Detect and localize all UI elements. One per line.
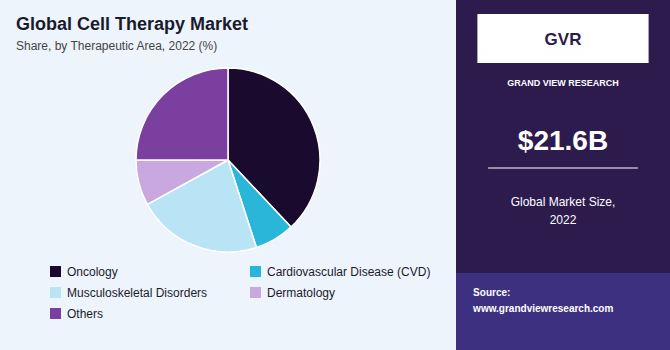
- brand-name: GRAND VIEW RESEARCH: [507, 78, 619, 88]
- background: [0, 0, 670, 350]
- sidebar-bottom: [456, 273, 670, 350]
- market-label: Global Market Size, 2022: [511, 195, 616, 227]
- divider: [488, 168, 638, 169]
- pie: [136, 68, 320, 252]
- legend-label: Musculoskeletal Disorders: [67, 286, 207, 300]
- legend-label: Oncology: [67, 265, 118, 279]
- legend-swatch: [250, 287, 261, 298]
- legend-label: Others: [67, 307, 103, 321]
- legend-swatch: [50, 308, 61, 319]
- sidebar-background: [456, 0, 670, 350]
- sidebar: GVR GRAND VIEW RESEARCH $21.6B Global Marke…: [456, 0, 670, 350]
- source-text: Source: www.grandviewresearch.com: [472, 287, 613, 314]
- chart-container: Global Cell Therapy Market Share, by Ther…: [0, 0, 670, 350]
- text-line: www.grandviewresearch.com: [472, 303, 613, 314]
- title: Global Cell Therapy Market: [16, 14, 248, 34]
- legend-swatch: [50, 287, 61, 298]
- market-size: $21.6B: [518, 125, 608, 156]
- chart-svg: Global Cell Therapy Market Share, by Ther…: [0, 0, 670, 350]
- pie-slice: [136, 68, 228, 160]
- legend: Oncology Cardiovascular Disease (CVD) Musc…: [50, 265, 430, 321]
- legend-swatch: [250, 266, 261, 277]
- text-line: Global Market Size,: [511, 195, 616, 209]
- text-line: Source:: [473, 287, 510, 298]
- legend-label: Dermatology: [267, 286, 335, 300]
- logo-text: GVR: [545, 30, 582, 49]
- subtitle: Share, by Therapeutic Area, 2022 (%): [16, 39, 217, 53]
- pie-slice: [136, 160, 228, 204]
- legend-swatch: [50, 266, 61, 277]
- logo-box: [477, 14, 648, 63]
- legend-label: Cardiovascular Disease (CVD): [267, 265, 430, 279]
- text-line: 2022: [550, 213, 577, 227]
